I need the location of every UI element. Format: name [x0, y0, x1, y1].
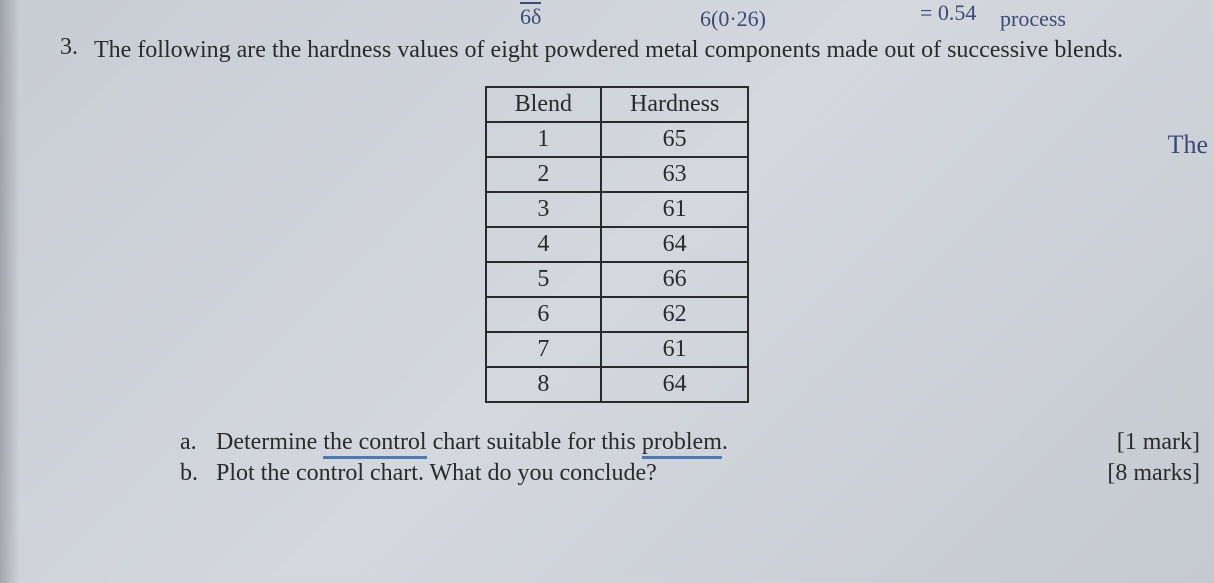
question-number: 3. [60, 34, 94, 61]
table-cell: 61 [601, 332, 748, 367]
table-cell: 6 [486, 297, 601, 332]
table-row: 761 [486, 332, 749, 367]
text-fragment: chart suitable for this [427, 429, 642, 455]
table-cell: 3 [486, 192, 601, 227]
subpart-label: b. [180, 460, 216, 487]
table-row: 662 [486, 297, 749, 332]
subparts-block: a. Determine the control chart suitable … [180, 429, 1174, 487]
table-cell: 62 [601, 297, 748, 332]
handwritten-annotation: 6(0·26) [700, 6, 766, 32]
table-cell: 65 [601, 122, 748, 157]
table-row: 165 [486, 122, 749, 157]
table-cell: 66 [601, 262, 748, 297]
table-row: 361 [486, 192, 749, 227]
table-cell: 63 [601, 157, 748, 192]
table-row: 464 [486, 227, 749, 262]
table-cell: 4 [486, 227, 601, 262]
text-fragment: . [722, 429, 728, 455]
table-row: 566 [486, 262, 749, 297]
table-row: 263 [486, 157, 749, 192]
marks-label: [8 marks] [1107, 460, 1200, 487]
handwritten-annotation: 6δ [520, 2, 541, 30]
handwritten-annotation: The [1168, 130, 1208, 160]
table-cell: 61 [601, 192, 748, 227]
subpart-b: b. Plot the control chart. What do you c… [180, 460, 1200, 487]
table-cell: 8 [486, 367, 601, 402]
table-header-row: Blend Hardness [486, 87, 749, 122]
hardness-table: Blend Hardness 165 263 361 464 566 662 7… [485, 86, 750, 403]
underlined-text: problem [642, 429, 722, 459]
subpart-text: Plot the control chart. What do you conc… [216, 460, 657, 487]
table-row: 864 [486, 367, 749, 402]
table-cell: 2 [486, 157, 601, 192]
handwritten-annotation: process [1000, 6, 1066, 32]
subpart-text: Determine the control chart suitable for… [216, 429, 728, 456]
subpart-a: a. Determine the control chart suitable … [180, 429, 1200, 456]
table-header: Hardness [601, 87, 748, 122]
exam-page: 6δ 6(0·26) = 0.54 process The 3. The fol… [0, 0, 1214, 583]
question-block: 3. The following are the hardness values… [60, 34, 1174, 68]
subpart-label: a. [180, 429, 216, 456]
question-text: The following are the hardness values of… [94, 34, 1174, 68]
table-cell: 64 [601, 367, 748, 402]
handwritten-annotation: = 0.54 [920, 0, 976, 26]
table-cell: 64 [601, 227, 748, 262]
table-cell: 1 [486, 122, 601, 157]
table-cell: 7 [486, 332, 601, 367]
marks-label: [1 mark] [1117, 429, 1200, 456]
table-cell: 5 [486, 262, 601, 297]
table-header: Blend [486, 87, 601, 122]
text-fragment: Determine [216, 429, 323, 455]
underlined-text: the control [323, 429, 426, 459]
